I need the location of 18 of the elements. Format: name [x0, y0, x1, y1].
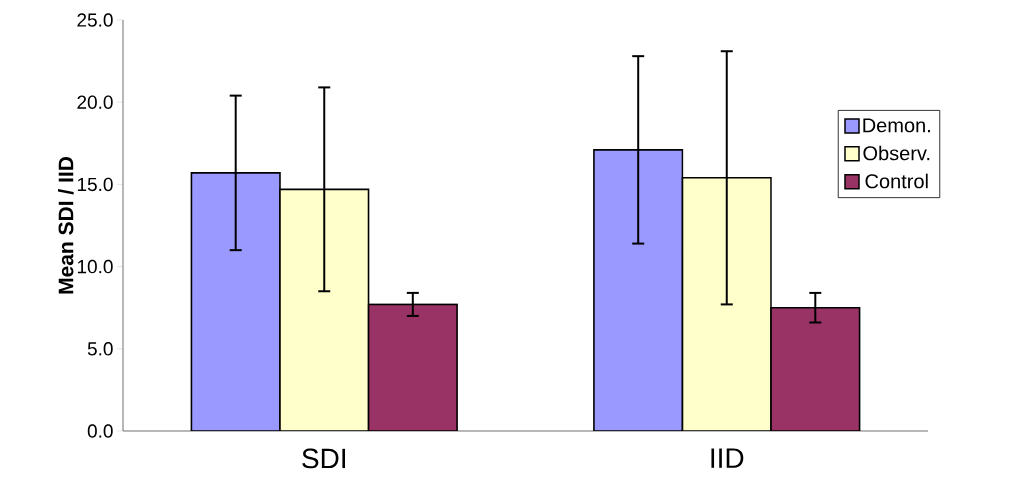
- legend-label: Observ.: [863, 145, 930, 161]
- bar: [367, 303, 458, 431]
- bar: [770, 306, 861, 431]
- y-tick-label: 20.0: [77, 95, 113, 109]
- y-tick-label: 0.0: [87, 424, 113, 438]
- y-tick-label: 25.0: [77, 13, 113, 27]
- y-tick-label: 5.0: [87, 342, 113, 356]
- bar: [279, 188, 370, 431]
- legend-label: Demon.: [863, 118, 930, 133]
- bar: [190, 172, 281, 431]
- y-axis-title: Mean SDI / IID: [57, 156, 74, 294]
- y-tick-label: 10.0: [77, 259, 113, 274]
- legend-label: Control: [865, 173, 928, 189]
- y-tick-label: 15.0: [77, 177, 113, 192]
- bar: [681, 177, 772, 431]
- bar: [593, 149, 684, 431]
- x-tick-label: IID: [711, 448, 744, 468]
- x-tick-label: SDI: [302, 448, 345, 469]
